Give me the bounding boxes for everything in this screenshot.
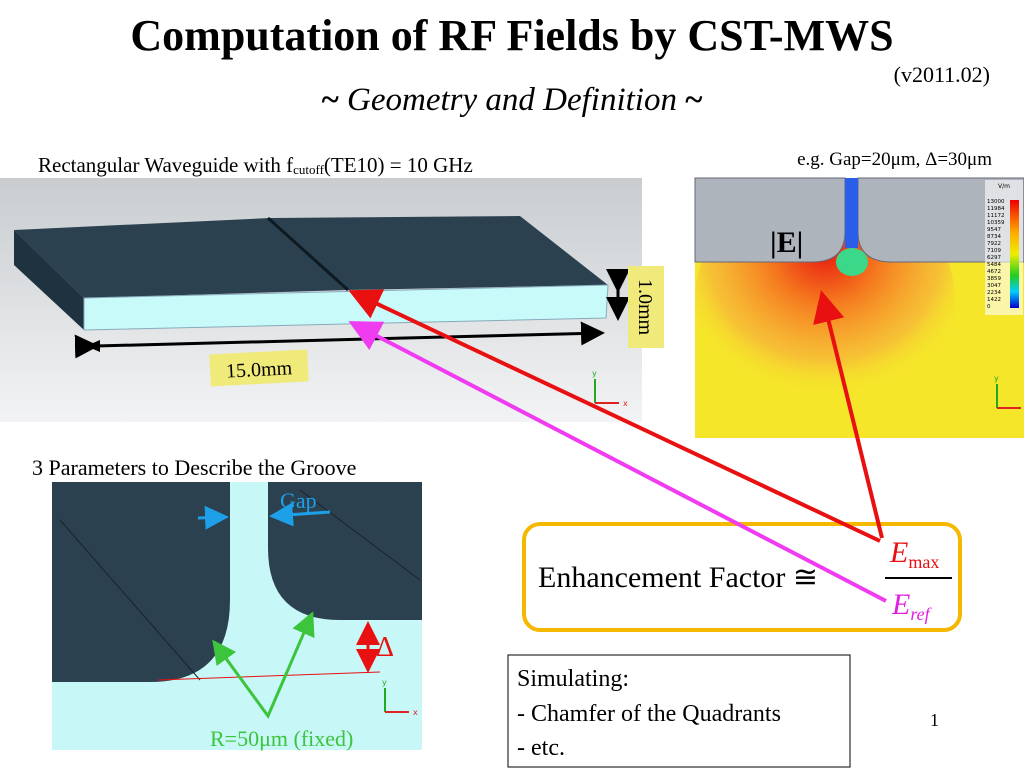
caption-sub: cutoff <box>293 162 324 177</box>
colorbar-label: 2234 <box>987 290 1001 296</box>
colorbar-label: 0 <box>987 304 991 310</box>
caption-part: Rectangular Waveguide with f <box>38 153 293 177</box>
axes-triads: yxyxyx <box>382 369 1021 717</box>
quadrant <box>52 482 230 682</box>
tilde: ~ <box>685 82 702 118</box>
waveguide-caption: Rectangular Waveguide with fcutoff(TE10)… <box>38 153 473 177</box>
radius-label: R=50μm (fixed) <box>210 726 353 751</box>
axis-label: x <box>413 708 418 717</box>
denominator: Eref <box>891 588 933 624</box>
caption-part: (TE10) = 10 GHz <box>324 153 473 177</box>
delta-line <box>157 671 381 681</box>
arrowhead <box>212 639 237 667</box>
example-params: e.g. Gap=20μm, Δ=30μm <box>797 149 992 170</box>
pointer-arrow <box>348 321 887 603</box>
colorbar-label: 13000 <box>987 199 1005 205</box>
e-symbol: E <box>889 536 908 569</box>
subtitle-text: Geometry and Definition <box>347 82 677 118</box>
radius-arrow <box>212 613 314 720</box>
axis-label: y <box>382 678 387 687</box>
subscript: ref <box>910 604 932 624</box>
colorbar-label: 11984 <box>987 206 1005 212</box>
notes-heading: Simulating: <box>517 666 629 692</box>
subtitle: ~ Geometry and Definition ~ <box>322 82 703 118</box>
arrowhead <box>292 611 315 639</box>
notes-item: - Chamfer of the Quadrants <box>517 701 781 727</box>
e-symbol: E <box>891 588 910 621</box>
gap-label: Gap <box>280 488 317 513</box>
colorbar-label: 7922 <box>987 241 1001 247</box>
colorbar-label: 3859 <box>987 276 1001 282</box>
axis-label: y <box>592 369 597 378</box>
colorbar-label: 1422 <box>987 297 1001 303</box>
notes-box <box>507 654 851 768</box>
groove-heading: 3 Parameters to Describe the Groove <box>32 455 356 480</box>
axis-label: x <box>623 399 628 408</box>
definition-text: Enhancement Factor ≅ <box>538 561 818 594</box>
gap-arrow <box>269 502 331 527</box>
version: (v2011.02) <box>894 62 990 87</box>
notes-item: - etc. <box>517 735 565 761</box>
groove-line <box>266 216 350 292</box>
label-bg <box>209 349 309 387</box>
colorbar-label: 11172 <box>987 213 1005 219</box>
slab-side <box>14 230 84 330</box>
page-number: 1 <box>930 710 939 730</box>
tilde: ~ <box>322 82 339 118</box>
colorbar-unit: V/m <box>998 183 1010 190</box>
length-label-box: 15.0mm <box>209 349 309 387</box>
colorbar-ticks: 1300011984111721035995478734792271096297… <box>987 199 1005 310</box>
colorbar-label: 5484 <box>987 262 1001 268</box>
gap-field <box>845 178 858 248</box>
quadrant <box>268 482 422 620</box>
colorbar-label: 8734 <box>987 234 1001 240</box>
arrowhead <box>86 340 100 352</box>
subscript: max <box>908 552 939 572</box>
numerator: Emax <box>889 536 939 572</box>
colorbar <box>1010 200 1019 308</box>
delta-label: Δ <box>376 632 394 663</box>
length-label: 15.0mm <box>226 357 294 382</box>
gap-field <box>836 248 868 276</box>
colorbar-label: 6297 <box>987 255 1001 261</box>
label-bg <box>628 266 664 348</box>
axis-label: y <box>994 374 999 383</box>
title: Computation of RF Fields by CST-MWS <box>130 11 893 60</box>
height-label: 1.0mm <box>634 279 656 336</box>
quadrant <box>857 177 1024 263</box>
edge <box>299 489 421 581</box>
field-label: |E| <box>770 226 803 259</box>
pointer-arrow <box>348 289 881 543</box>
colorbar-label: 3047 <box>987 283 1001 289</box>
edge <box>59 519 201 681</box>
colorbar-label: 10359 <box>987 220 1005 226</box>
colorbar-label: 4672 <box>987 269 1001 275</box>
colorbar-label: 7109 <box>987 248 1001 254</box>
pointer-arrow <box>813 290 884 539</box>
gap-arrow <box>197 505 229 530</box>
colorbar-label: 9547 <box>987 227 1001 233</box>
